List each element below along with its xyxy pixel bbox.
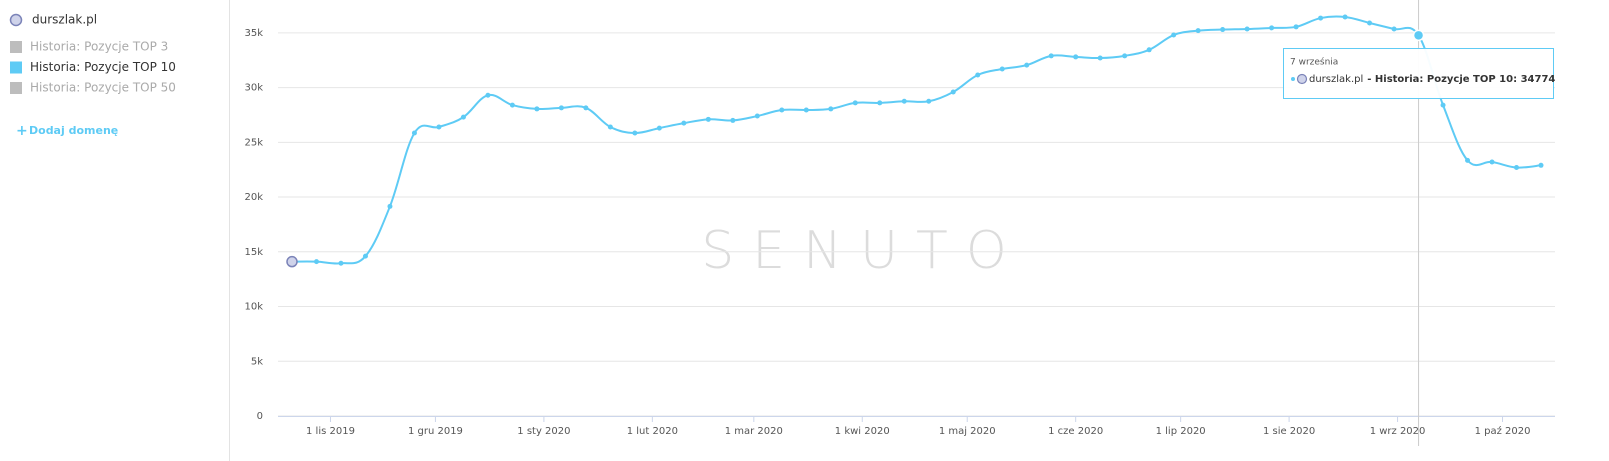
tooltip-domain: durszlak.pl xyxy=(1309,74,1363,85)
point xyxy=(1269,25,1275,31)
point xyxy=(460,114,466,120)
y-tick-label: 0 xyxy=(257,411,263,422)
point xyxy=(1146,47,1152,53)
start-marker xyxy=(286,255,298,268)
point xyxy=(754,113,760,119)
tooltip-text: durszlak.pl - Historia: Pozycje TOP 10: 3… xyxy=(1309,74,1555,85)
x-tick-label: 1 sty 2020 xyxy=(517,426,570,437)
point xyxy=(828,106,834,112)
point xyxy=(1171,32,1177,38)
x-tick-label: 1 lis 2019 xyxy=(306,426,355,437)
series-line xyxy=(291,15,1542,265)
point xyxy=(411,130,417,136)
x-tick-label: 1 lip 2020 xyxy=(1156,426,1206,437)
plot: 0 5k 10k 15k 20k 25k 30k 35k 1 lis 2019 1 gru 201… xyxy=(244,0,1555,446)
point xyxy=(730,117,736,123)
point xyxy=(1073,54,1079,60)
point xyxy=(1220,27,1226,33)
point xyxy=(926,98,932,104)
point xyxy=(1342,14,1348,20)
point xyxy=(656,125,662,131)
point xyxy=(901,98,907,104)
point xyxy=(1097,55,1103,61)
point xyxy=(632,130,638,136)
domain-icon xyxy=(9,13,23,27)
point xyxy=(607,124,613,130)
x-tick-label: 1 paź 2020 xyxy=(1475,425,1531,437)
point xyxy=(705,116,711,122)
point xyxy=(1024,62,1030,68)
x-tick-label: 1 lut 2020 xyxy=(627,426,678,437)
y-tick-label: 30k xyxy=(244,83,263,94)
point xyxy=(1293,24,1299,30)
x-tick-label: 1 cze 2020 xyxy=(1048,426,1103,437)
x-tick-label: 1 sie 2020 xyxy=(1263,426,1315,437)
point xyxy=(1367,20,1373,26)
point xyxy=(534,106,540,112)
point xyxy=(1391,26,1397,32)
y-tick-label: 20k xyxy=(244,192,263,203)
point xyxy=(583,105,589,111)
point xyxy=(1538,162,1544,168)
point xyxy=(999,66,1005,72)
point xyxy=(1195,28,1201,34)
x-tick-label: 1 gru 2019 xyxy=(408,426,463,437)
y-tick-label: 35k xyxy=(244,28,263,39)
point xyxy=(950,89,956,95)
legend-label[interactable]: Historia: Pozycje TOP 10 xyxy=(30,60,176,74)
add-domain[interactable]: Dodaj domenę xyxy=(29,124,118,137)
point xyxy=(1122,53,1128,59)
add-icon[interactable]: + xyxy=(16,123,28,139)
point xyxy=(1244,26,1250,32)
point xyxy=(1514,164,1520,170)
point xyxy=(1318,15,1324,21)
legend-swatch[interactable] xyxy=(10,82,22,94)
point xyxy=(485,92,491,98)
legend-swatch[interactable] xyxy=(10,41,22,53)
point xyxy=(362,253,368,259)
point xyxy=(1440,102,1446,108)
x-tick-label: 1 wrz 2020 xyxy=(1370,426,1426,437)
tooltip-icon xyxy=(1296,73,1308,85)
y-tick-label: 25k xyxy=(244,137,263,148)
y-tick-label: 10k xyxy=(244,302,263,313)
point xyxy=(852,100,858,106)
y-tick-label: 5k xyxy=(251,356,263,367)
x-tick-label: 1 maj 2020 xyxy=(939,426,996,437)
hover-point xyxy=(1412,29,1425,42)
point xyxy=(436,124,442,130)
legend-swatch[interactable] xyxy=(10,61,22,74)
point xyxy=(1489,159,1495,165)
point xyxy=(558,105,564,111)
tooltip-box xyxy=(1283,48,1554,99)
x-tick-label: 1 kwi 2020 xyxy=(835,426,890,437)
tooltip-value: - Historia: Pozycje TOP 10: 34774 xyxy=(1367,74,1555,85)
tooltip-dot xyxy=(1291,77,1295,81)
legend-label[interactable]: Historia: Pozycje TOP 50 xyxy=(30,81,176,95)
y-tick-label: 15k xyxy=(244,247,263,258)
point xyxy=(1465,157,1471,163)
watermark: SENUTO xyxy=(701,221,1025,281)
legend: Historia: Pozycje TOP 3 Historia: Pozycje… xyxy=(10,40,176,95)
point xyxy=(975,72,981,78)
point xyxy=(313,259,319,265)
point xyxy=(877,100,883,106)
point xyxy=(779,107,785,113)
legend-label[interactable]: Historia: Pozycje TOP 3 xyxy=(30,40,168,54)
point xyxy=(1048,53,1054,59)
point xyxy=(387,203,393,209)
tooltip-date: 7 września xyxy=(1290,57,1338,68)
point xyxy=(681,120,687,126)
point xyxy=(803,107,809,113)
point xyxy=(338,260,344,266)
point xyxy=(509,102,515,108)
x-tick-label: 1 mar 2020 xyxy=(725,426,783,437)
domain-name: durszlak.pl xyxy=(32,13,97,27)
